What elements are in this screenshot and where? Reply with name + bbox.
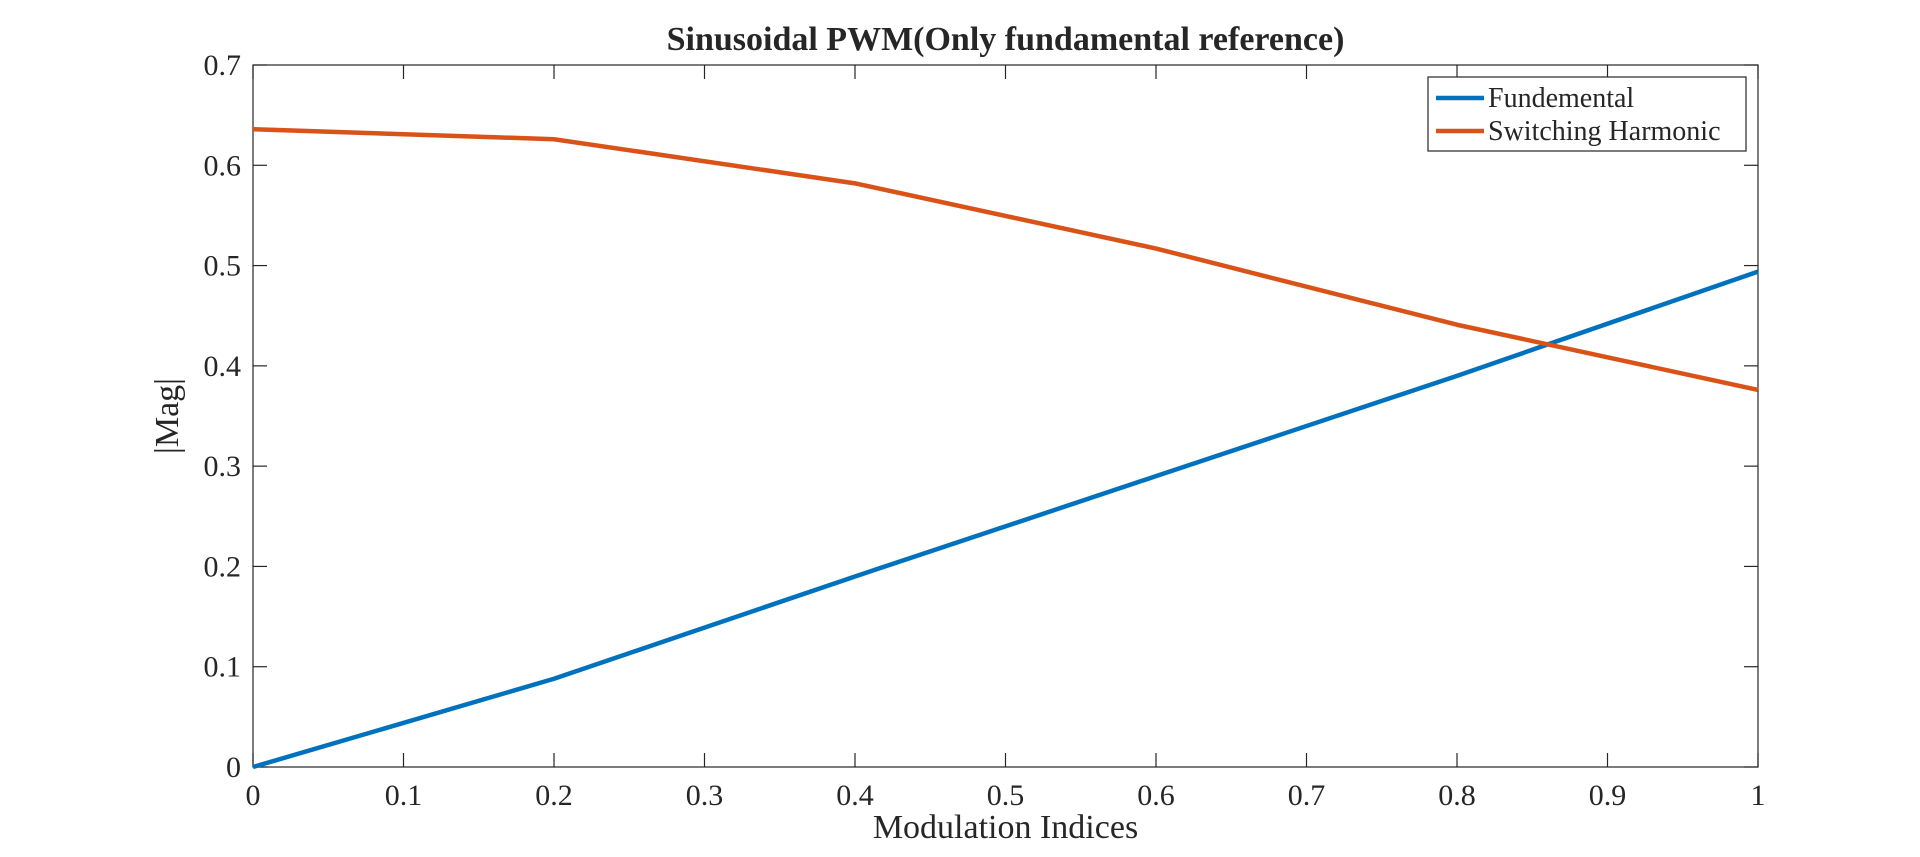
x-tick-label: 0.5 — [987, 779, 1025, 812]
y-tick-label: 0.3 — [204, 450, 242, 483]
legend-box — [1427, 76, 1747, 152]
y-axis-label: |Mag| — [149, 378, 186, 454]
plot-area-box — [252, 64, 1759, 768]
y-tick-label: 0.6 — [204, 149, 242, 182]
x-tick-label: 0 — [246, 779, 261, 812]
y-tick-label: 0.2 — [204, 550, 242, 583]
x-axis-label: Modulation Indices — [873, 809, 1138, 846]
x-tick-label: 0.9 — [1589, 779, 1627, 812]
series-line-fundemental — [252, 269, 1759, 770]
x-tick-label: 1 — [1751, 779, 1766, 812]
x-tick-label: 0.8 — [1438, 779, 1476, 812]
x-tick-label: 0.4 — [836, 779, 874, 812]
x-tick-label: 0.2 — [535, 779, 573, 812]
series-line-switching-harmonic — [252, 126, 1759, 393]
x-tick-label: 0.1 — [385, 779, 423, 812]
x-tick-label: 0.6 — [1137, 779, 1175, 812]
x-tick-label: 0.7 — [1288, 779, 1326, 812]
legend-label: Fundemental — [1488, 83, 1634, 114]
y-tick-label: 0 — [226, 751, 241, 784]
y-tick-label: 0.1 — [204, 651, 242, 684]
chart-title: Sinusoidal PWM(Only fundamental referenc… — [667, 21, 1345, 58]
legend-label: Switching Harmonic — [1488, 116, 1721, 147]
y-tick-label: 0.5 — [204, 250, 242, 283]
axes: 0 0.1 0.2 0.3 0.4 0.5 0.6 0.7 0.8 0.9 1 0 0.1 0.2 0.3 0… — [204, 49, 1766, 812]
series-lines — [252, 126, 1759, 770]
x-tick-label: 0.3 — [686, 779, 724, 812]
y-tick-label: 0.7 — [204, 49, 242, 82]
y-tick-label: 0.4 — [204, 350, 242, 383]
